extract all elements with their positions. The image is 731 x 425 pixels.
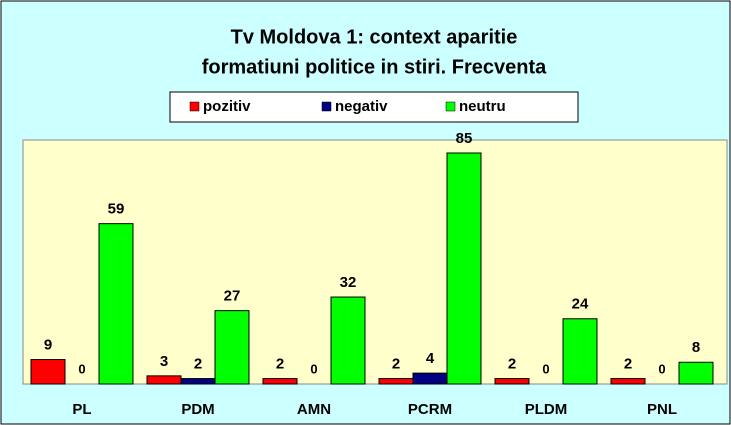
data-label: 27 <box>224 288 241 305</box>
bar <box>214 310 250 385</box>
bar <box>610 378 646 385</box>
x-tick-label: PCRM <box>408 401 452 418</box>
data-label: 0 <box>542 361 549 376</box>
chart-title: formatiuni politice in stiri. Frecventa <box>202 56 547 78</box>
legend-swatch <box>445 101 456 112</box>
data-label: 9 <box>44 337 52 354</box>
bar <box>330 296 366 385</box>
bar <box>262 378 298 385</box>
data-label: 2 <box>624 356 632 373</box>
x-tick-label: PDM <box>181 401 214 418</box>
legend-label: negativ <box>335 98 388 115</box>
bar <box>446 152 482 385</box>
x-tick-label: PL <box>72 401 91 418</box>
bar <box>562 318 598 385</box>
data-label: 0 <box>310 361 317 376</box>
plot-area <box>22 139 728 385</box>
chart-title: Tv Moldova 1: context aparitie <box>231 26 518 48</box>
data-label: 24 <box>572 296 589 313</box>
data-label: 8 <box>692 339 700 356</box>
bar <box>678 361 714 385</box>
legend <box>169 91 579 123</box>
x-tick-label: PNL <box>647 401 677 418</box>
data-label: 2 <box>276 356 284 373</box>
legend-label: neutru <box>459 98 506 115</box>
data-label: 59 <box>108 201 125 218</box>
data-label: 4 <box>426 350 435 367</box>
bar <box>494 378 530 385</box>
data-label: 2 <box>392 356 400 373</box>
bar <box>412 372 448 385</box>
bar <box>98 223 134 385</box>
data-label: 0 <box>78 361 85 376</box>
bar <box>378 378 414 385</box>
legend-swatch <box>189 101 200 112</box>
data-label: 2 <box>508 356 516 373</box>
data-label: 32 <box>340 274 357 291</box>
x-tick-label: AMN <box>297 401 331 418</box>
bar <box>30 359 66 385</box>
data-label: 85 <box>456 130 473 147</box>
legend-label: pozitiv <box>203 98 251 115</box>
data-label: 2 <box>194 356 202 373</box>
legend-swatch <box>321 101 332 112</box>
data-label: 3 <box>160 353 168 370</box>
bar <box>180 378 216 385</box>
data-label: 0 <box>658 361 665 376</box>
x-tick-label: PLDM <box>525 401 568 418</box>
bar <box>146 375 182 385</box>
